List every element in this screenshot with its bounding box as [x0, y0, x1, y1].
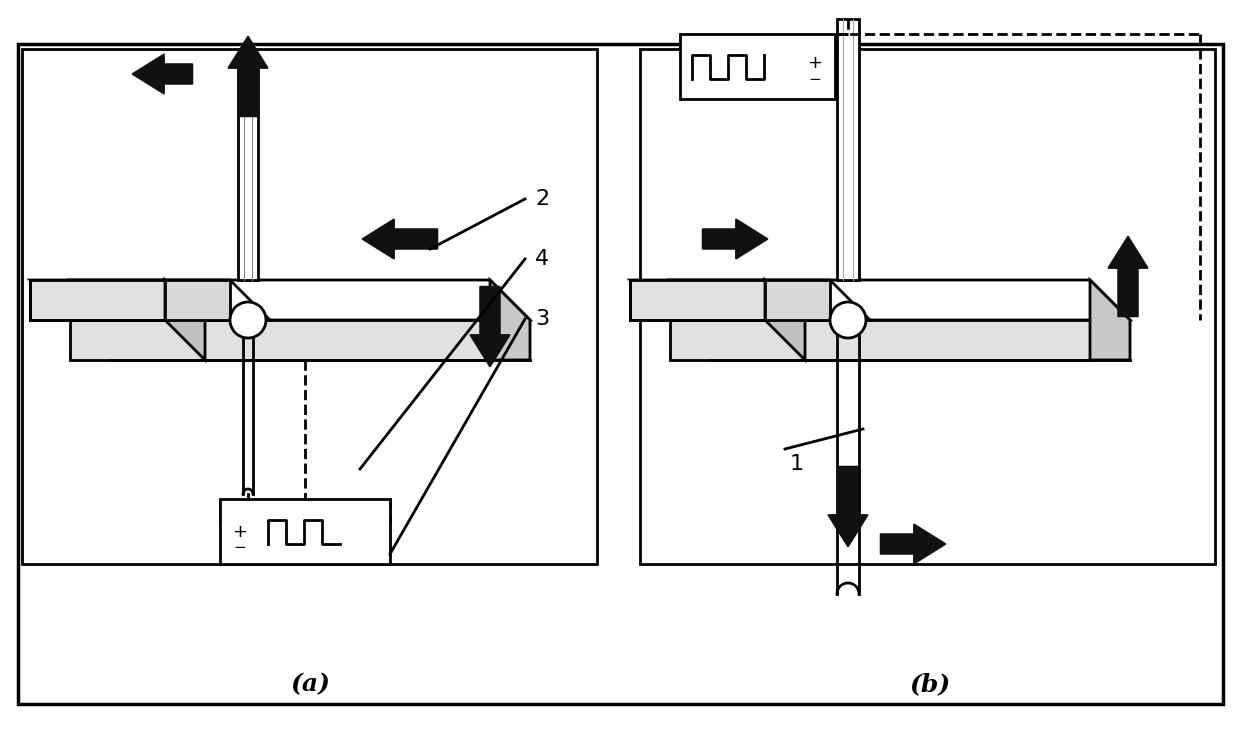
Polygon shape — [69, 320, 490, 360]
Text: 2: 2 — [534, 189, 549, 209]
Text: (a): (a) — [290, 672, 330, 696]
Circle shape — [229, 302, 267, 338]
Polygon shape — [165, 280, 205, 360]
Bar — [640, 49, 1215, 564]
Polygon shape — [670, 280, 1130, 320]
Polygon shape — [165, 280, 270, 320]
Text: 4: 4 — [534, 249, 549, 269]
Polygon shape — [670, 320, 1090, 360]
Polygon shape — [765, 280, 805, 360]
Circle shape — [830, 302, 866, 338]
Bar — [19, 44, 1223, 704]
Polygon shape — [30, 280, 205, 320]
Polygon shape — [630, 280, 765, 320]
Text: 3: 3 — [534, 309, 549, 329]
Text: 1: 1 — [790, 454, 804, 474]
Polygon shape — [765, 280, 870, 320]
Polygon shape — [490, 280, 529, 360]
Polygon shape — [1090, 280, 1130, 360]
Bar — [219, 499, 391, 564]
Polygon shape — [765, 280, 830, 320]
Bar — [22, 49, 596, 564]
Polygon shape — [30, 280, 165, 320]
Text: −: − — [808, 72, 821, 86]
Polygon shape — [165, 280, 229, 320]
Text: (b): (b) — [909, 672, 951, 696]
Bar — [680, 34, 835, 99]
Polygon shape — [238, 59, 258, 280]
Text: +: + — [807, 54, 822, 72]
Text: +: + — [233, 523, 248, 541]
Text: −: − — [233, 540, 247, 556]
Polygon shape — [69, 280, 529, 320]
Polygon shape — [630, 280, 805, 320]
Polygon shape — [837, 19, 859, 280]
